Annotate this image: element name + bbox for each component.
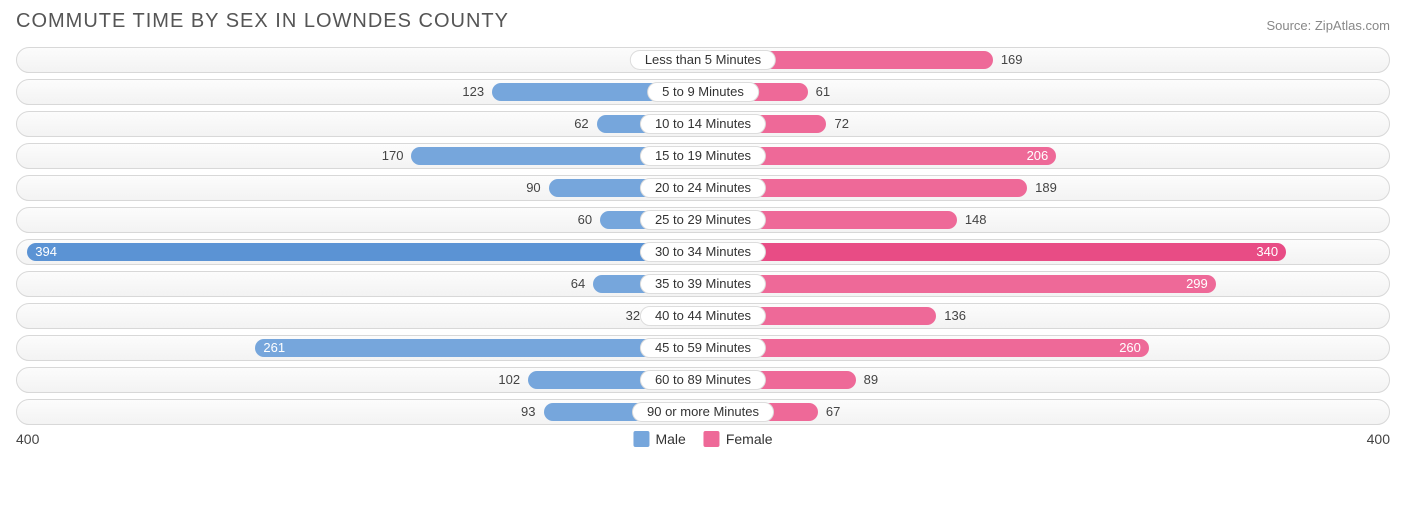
male-value: 170: [374, 147, 412, 165]
male-value: 93: [513, 403, 543, 421]
chart-rows: 27169Less than 5 Minutes123615 to 9 Minu…: [16, 47, 1390, 425]
category-label: 15 to 19 Minutes: [640, 146, 766, 166]
female-value: 260: [1111, 339, 1149, 357]
category-label: 20 to 24 Minutes: [640, 178, 766, 198]
male-value: 394: [27, 243, 65, 261]
chart-row: 60 148 25 to 29 Minutes: [16, 207, 1390, 233]
female-value: 61: [808, 83, 838, 101]
female-value: 340: [1248, 243, 1286, 261]
chart-row: 123 61 5 to 9 Minutes: [16, 79, 1390, 105]
chart-header: COMMUTE TIME BY SEX IN LOWNDES COUNTY So…: [16, 10, 1390, 33]
chart-row: 93 67 90 or more Minutes: [16, 399, 1390, 425]
female-value: 189: [1027, 179, 1065, 197]
male-value: 102: [490, 371, 528, 389]
female-value: 169: [993, 51, 1031, 69]
female-bar: 260: [703, 339, 1149, 357]
chart-row: 64 299 35 to 39 Minutes: [16, 271, 1390, 297]
category-label: 60 to 89 Minutes: [640, 370, 766, 390]
female-bar: 340: [703, 243, 1286, 261]
chart-row: 3213640 to 44 Minutes: [16, 303, 1390, 329]
chart-row: 261 260 45 to 59 Minutes: [16, 335, 1390, 361]
category-label: 5 to 9 Minutes: [647, 82, 759, 102]
category-label: 10 to 14 Minutes: [640, 114, 766, 134]
female-value: 299: [1178, 275, 1216, 293]
female-value: 136: [936, 307, 974, 325]
female-value: 67: [818, 403, 848, 421]
female-value: 72: [826, 115, 856, 133]
chart-row: 394 340 30 to 34 Minutes: [16, 239, 1390, 265]
category-label: 45 to 59 Minutes: [640, 338, 766, 358]
category-label: 35 to 39 Minutes: [640, 274, 766, 294]
male-value: 90: [518, 179, 548, 197]
chart-title: COMMUTE TIME BY SEX IN LOWNDES COUNTY: [16, 10, 509, 33]
male-bar: 394: [27, 243, 703, 261]
male-value: 60: [570, 211, 600, 229]
category-label: 30 to 34 Minutes: [640, 242, 766, 262]
chart-row: 102 89 60 to 89 Minutes: [16, 367, 1390, 393]
male-value: 64: [563, 275, 593, 293]
legend-item: Male: [633, 431, 685, 447]
category-label: 25 to 29 Minutes: [640, 210, 766, 230]
legend-label: Male: [655, 431, 685, 447]
axis-max-left: 400: [16, 431, 39, 447]
category-label: 40 to 44 Minutes: [640, 306, 766, 326]
female-value: 206: [1019, 147, 1057, 165]
chart-footer: 400 Male Female 400: [16, 431, 1390, 453]
legend-item: Female: [704, 431, 773, 447]
axis-max-right: 400: [1367, 431, 1390, 447]
chart-row: 170 206 15 to 19 Minutes: [16, 143, 1390, 169]
legend-swatch: [633, 431, 649, 447]
category-label: 90 or more Minutes: [632, 402, 774, 422]
male-value: 261: [255, 339, 293, 357]
female-bar: 299: [703, 275, 1216, 293]
male-value: 123: [454, 83, 492, 101]
chart-row: 90 189 20 to 24 Minutes: [16, 175, 1390, 201]
male-value: 62: [566, 115, 596, 133]
chart-row: 62 72 10 to 14 Minutes: [16, 111, 1390, 137]
female-value: 148: [957, 211, 995, 229]
category-label: Less than 5 Minutes: [630, 50, 776, 70]
female-value: 89: [856, 371, 886, 389]
legend-label: Female: [726, 431, 773, 447]
chart-source: Source: ZipAtlas.com: [1266, 18, 1390, 33]
legend-swatch: [704, 431, 720, 447]
chart-row: 27169Less than 5 Minutes: [16, 47, 1390, 73]
legend: Male Female: [633, 431, 772, 447]
male-bar: 261: [255, 339, 703, 357]
